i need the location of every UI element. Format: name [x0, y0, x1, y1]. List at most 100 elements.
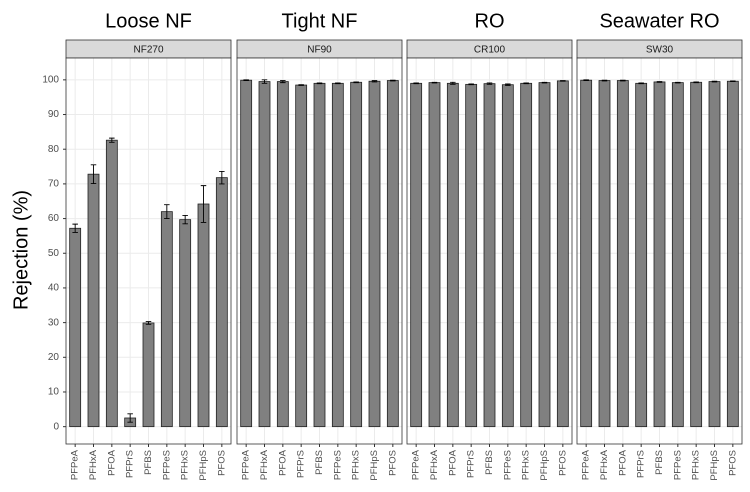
bar — [295, 84, 308, 428]
strip-label: SW30 — [646, 45, 674, 56]
bar — [616, 80, 629, 428]
x-tick-label: PFPeA — [411, 449, 422, 480]
bar — [197, 203, 210, 428]
error-bar — [219, 170, 225, 185]
error-bar — [335, 82, 341, 85]
error-bar — [243, 79, 249, 81]
panel-border — [576, 57, 743, 445]
x-tick-label: PFBS — [143, 450, 154, 475]
error-bar — [298, 84, 304, 86]
y-axis-label: Rejection (%) — [10, 190, 32, 310]
x-tick-label: PFPeS — [161, 450, 172, 480]
error-bar — [72, 223, 78, 233]
x-tick-label: PFPeA — [581, 449, 592, 480]
bar — [276, 81, 289, 428]
panel-title: Seawater RO — [599, 10, 719, 32]
bar — [708, 81, 721, 428]
error-bar — [523, 82, 529, 85]
bar — [726, 80, 739, 428]
x-tick-label: PFHxS — [351, 450, 362, 480]
x-tick-label: PFPrS — [466, 450, 477, 478]
error-bar — [90, 164, 97, 184]
y-tick-label: 50 — [48, 248, 60, 259]
x-tick-label: PFHpS — [198, 450, 209, 481]
error-bar — [620, 79, 626, 82]
error-bar — [638, 82, 644, 85]
bar — [556, 80, 569, 428]
x-tick-label: PFPeS — [332, 450, 343, 480]
x-tick-label: PFOS — [557, 450, 568, 476]
error-bar — [431, 81, 438, 84]
x-tick-label: PFOA — [277, 449, 288, 476]
error-bar — [486, 82, 493, 85]
y-tick-label: 20 — [48, 352, 60, 363]
error-bar — [601, 79, 608, 82]
x-tick-label: PFPeA — [241, 449, 252, 480]
y-tick-label: 0 — [53, 421, 59, 432]
error-bar — [280, 80, 286, 84]
bar — [428, 82, 441, 428]
x-tick-label: PFHxS — [180, 450, 191, 480]
x-tick-label: PFOA — [447, 449, 458, 476]
bar — [501, 84, 514, 428]
error-bar — [164, 204, 170, 220]
panel-border — [236, 57, 403, 445]
x-tick-label: PFHxS — [691, 450, 702, 480]
y-tick-label: 80 — [48, 144, 60, 155]
strip-label: CR100 — [474, 45, 506, 56]
error-bar — [413, 82, 419, 85]
error-bar — [693, 81, 699, 84]
bar — [105, 139, 118, 428]
bar — [671, 82, 684, 428]
panel-title: Loose NF — [105, 10, 192, 32]
bar — [142, 322, 155, 428]
x-tick-label: PFHpS — [369, 450, 380, 481]
y-tick-label: 90 — [48, 109, 60, 120]
error-bar — [353, 81, 359, 84]
error-bar — [127, 413, 133, 423]
y-tick-label: 60 — [48, 213, 60, 224]
error-bar — [450, 81, 456, 85]
bar — [580, 79, 593, 428]
bar — [368, 80, 381, 428]
panel-border — [65, 57, 232, 445]
x-tick-label: PFHpS — [539, 450, 550, 481]
x-tick-label: PFOS — [387, 450, 398, 476]
x-tick-label: PFPrS — [296, 450, 307, 478]
error-bar — [541, 81, 548, 84]
bar — [350, 81, 363, 428]
y-tick-label: 100 — [42, 74, 59, 85]
panel-title: Tight NF — [282, 10, 358, 32]
x-tick-label: PFPeA — [70, 449, 81, 480]
x-tick-label: PFOA — [106, 449, 117, 476]
error-bar — [730, 80, 736, 83]
x-tick-label: PFHxS — [521, 450, 532, 480]
bar — [240, 79, 253, 428]
x-tick-label: PFOS — [216, 450, 227, 476]
error-bar — [200, 185, 207, 223]
bar — [520, 82, 533, 428]
bar — [690, 81, 703, 428]
bar — [258, 81, 271, 428]
error-bar — [182, 215, 188, 225]
bar — [160, 211, 173, 428]
bar — [410, 82, 423, 428]
bar — [313, 82, 326, 428]
error-bar — [656, 81, 663, 83]
x-tick-label: PFHxA — [259, 449, 270, 480]
error-bar — [560, 80, 566, 82]
error-bar — [505, 83, 511, 86]
x-tick-label: PFHxA — [599, 449, 610, 480]
x-tick-label: PFPrS — [125, 450, 136, 478]
bar — [386, 80, 399, 428]
bar — [635, 82, 648, 428]
error-bar — [583, 79, 589, 81]
error-bar — [675, 81, 681, 84]
error-bar — [261, 79, 268, 84]
bar — [215, 177, 228, 428]
error-bar — [468, 83, 474, 86]
bar — [179, 219, 192, 428]
y-tick-label: 30 — [48, 317, 60, 328]
y-tick-label: 70 — [48, 179, 60, 190]
